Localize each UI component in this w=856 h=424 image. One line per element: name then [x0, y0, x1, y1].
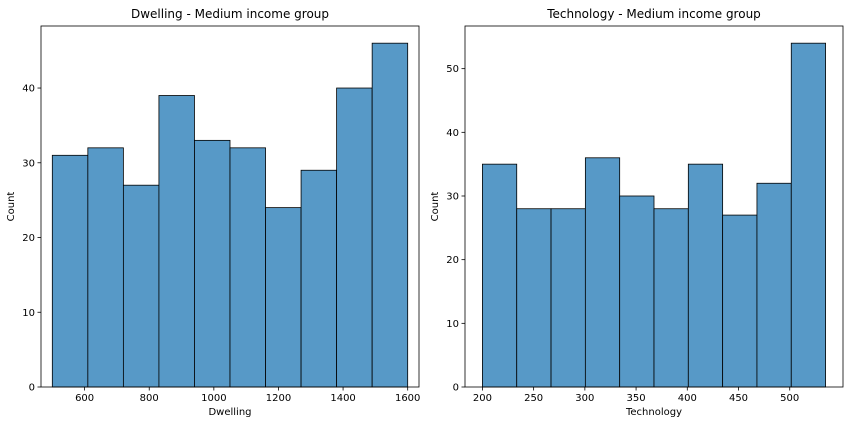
histogram-bar — [790, 42, 826, 388]
chart-title: Dwelling - Medium income group — [131, 7, 329, 21]
x-tick-label: 500 — [780, 393, 799, 404]
histogram-bar — [516, 208, 552, 388]
y-axis-label: Count — [6, 192, 17, 222]
histogram-bar — [51, 154, 89, 388]
x-tick-label: 1200 — [266, 393, 291, 404]
x-tick-label: 350 — [627, 393, 646, 404]
y-tick-label: 0 — [453, 383, 459, 394]
histogram-bar — [584, 157, 621, 388]
y-tick-label: 20 — [22, 233, 35, 244]
histogram-bar — [300, 169, 338, 388]
x-tick-label: 1600 — [395, 393, 420, 404]
histogram-bar — [265, 207, 302, 388]
y-tick-label: 0 — [29, 383, 35, 394]
histogram-bar — [653, 208, 689, 388]
histogram-bar — [122, 184, 160, 388]
histogram-bar — [619, 195, 655, 388]
x-tick-label: 1400 — [330, 393, 355, 404]
y-tick-label: 30 — [446, 191, 459, 202]
histogram-bar — [550, 208, 586, 388]
histogram-bar — [482, 163, 518, 388]
chart-title: Technology - Medium income group — [546, 7, 761, 21]
histogram-bar — [336, 87, 373, 388]
y-tick-label: 50 — [446, 64, 459, 75]
y-tick-label: 40 — [22, 84, 35, 95]
y-tick-label: 10 — [22, 308, 35, 319]
x-tick-label: 800 — [140, 393, 159, 404]
y-tick-label: 10 — [446, 319, 459, 330]
technology-histogram: 200 250 300 350 400 450 500 0 10 20 30 40 50 Technolo… — [430, 7, 844, 418]
y-tick-label: 30 — [22, 158, 35, 169]
x-tick-label: 450 — [729, 393, 748, 404]
x-axis-label: Technology — [625, 407, 682, 418]
y-tick-label: 20 — [446, 255, 459, 266]
axes-frame — [40, 25, 420, 388]
x-tick-label: 1000 — [201, 393, 226, 404]
histogram-bar — [371, 42, 409, 388]
x-tick-label: 250 — [524, 393, 543, 404]
histogram-bar — [722, 214, 758, 388]
x-tick-label: 200 — [473, 393, 492, 404]
y-axis-label: Count — [430, 192, 441, 222]
dwelling-histogram: 600 800 1000 1200 1400 1600 0 10 20 30 40 Dwelling … — [6, 7, 420, 418]
axes-frame — [464, 25, 844, 388]
histogram-bar — [756, 182, 792, 388]
x-tick-label: 600 — [75, 393, 94, 404]
y-tick-label: 40 — [446, 128, 459, 139]
histogram-bar — [229, 147, 266, 388]
x-tick-label: 400 — [678, 393, 697, 404]
x-tick-label: 300 — [575, 393, 594, 404]
histogram-bar — [194, 139, 231, 388]
histogram-bar — [158, 95, 195, 388]
x-axis-label: Dwelling — [208, 407, 251, 418]
histogram-bar — [687, 163, 724, 388]
histogram-bar — [87, 147, 124, 388]
